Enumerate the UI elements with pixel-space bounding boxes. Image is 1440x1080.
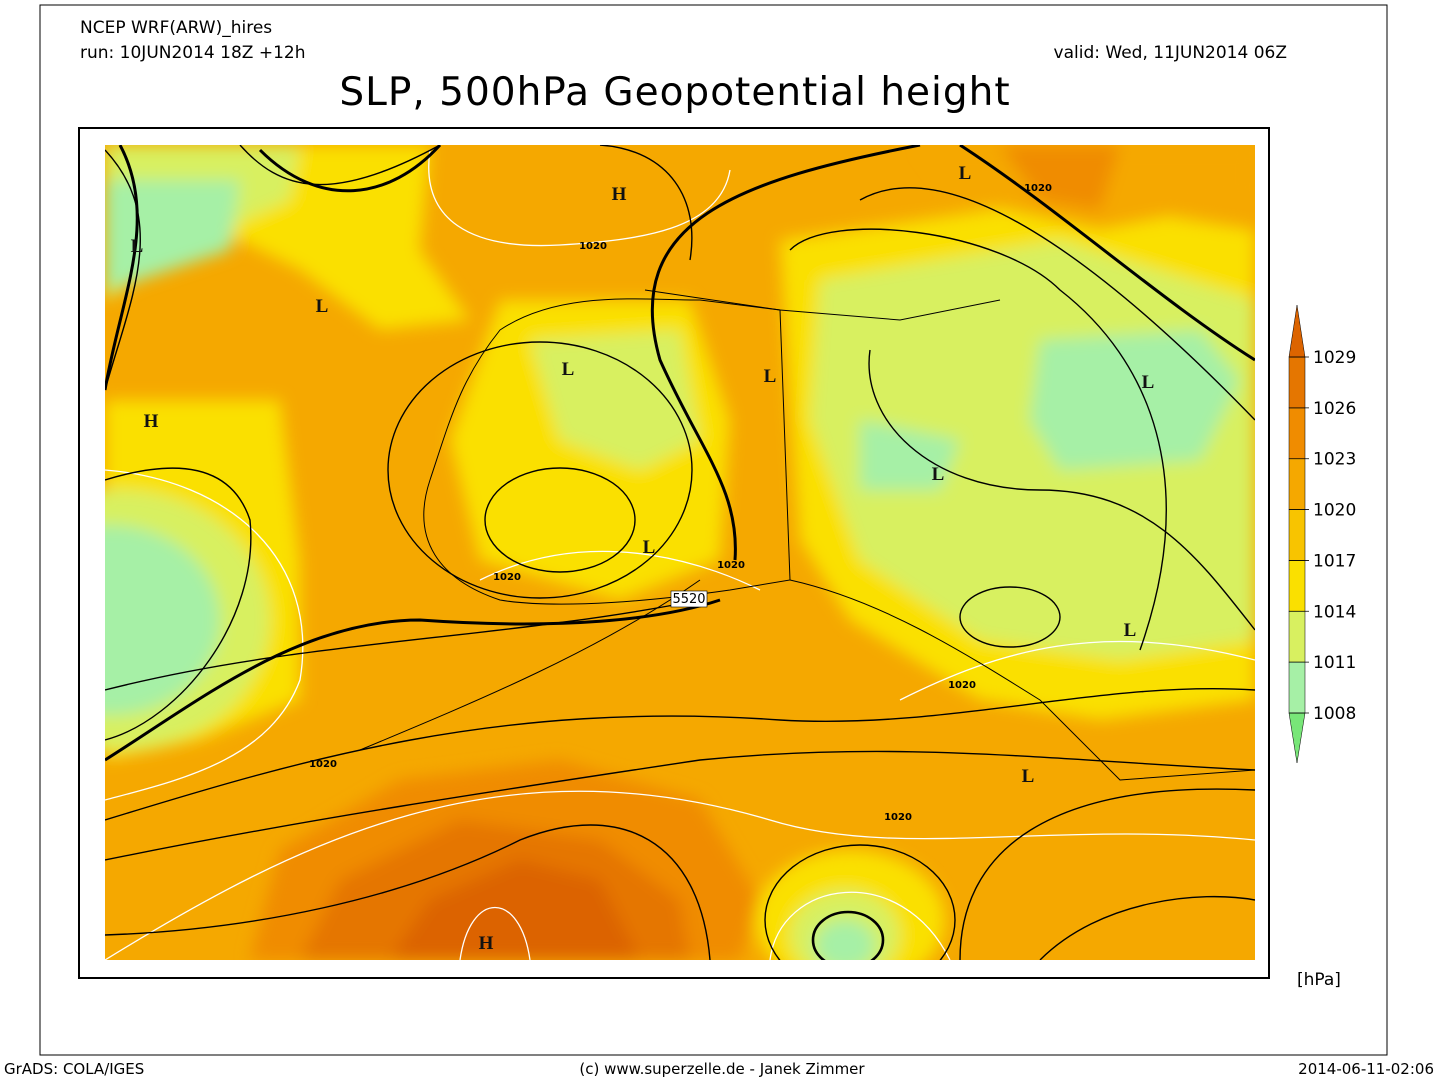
- field-region: [530, 330, 700, 470]
- colorbar-tick-label: 1014: [1313, 602, 1356, 622]
- bold-contours: [105, 145, 1255, 762]
- contour-label: 1020: [884, 812, 912, 823]
- pressure-center: L: [316, 296, 329, 317]
- field-region: [105, 525, 220, 715]
- contour-label: 5520: [672, 592, 705, 607]
- colorbar-segment: [1288, 611, 1306, 663]
- colorbar-segment: [1288, 509, 1306, 561]
- coastlines: [359, 289, 1255, 781]
- colorbar-tick-label: 1026: [1313, 399, 1356, 419]
- colorbar-arrow: [1288, 304, 1306, 358]
- pressure-center: L: [643, 537, 656, 558]
- pressure-center: H: [144, 411, 159, 432]
- contour-label-box: [670, 590, 708, 608]
- contour-label: 1020: [717, 560, 745, 571]
- pressure-center: L: [1022, 766, 1035, 787]
- footer-left: GrADS: COLA/IGES: [4, 1060, 144, 1078]
- outer-frame: [39, 4, 1388, 1056]
- colorbar-tick-label: 1029: [1313, 348, 1356, 368]
- colorbar-segment: [1288, 560, 1306, 612]
- pressure-center: L: [932, 464, 945, 485]
- pressure-center: L: [1142, 372, 1155, 393]
- contour-label: 1020: [309, 759, 337, 770]
- pressure-center: L: [131, 236, 144, 257]
- height-contours: [105, 145, 1255, 960]
- map-field: [105, 145, 1255, 960]
- contour-label: 1020: [948, 680, 976, 691]
- pressure-center: H: [479, 933, 494, 954]
- contour-label: 1020: [1024, 183, 1052, 194]
- footer-right: 2014-06-11-02:06: [1298, 1060, 1434, 1078]
- run-info: run: 10JUN2014 18Z +12h: [80, 43, 305, 63]
- pressure-center: L: [959, 163, 972, 184]
- colorbar-tick-label: 1011: [1313, 653, 1356, 673]
- colorbar-segment: [1288, 407, 1306, 459]
- colorbar-segment: [1288, 458, 1306, 510]
- colorbar-segment: [1288, 356, 1306, 409]
- colorbar-segment: [1288, 661, 1306, 714]
- colorbar-tick-label: 1023: [1313, 450, 1356, 470]
- footer-center: (c) www.superzelle.de - Janek Zimmer: [579, 1060, 865, 1078]
- model-name: NCEP WRF(ARW)_hires: [80, 18, 272, 38]
- colorbar-unit: [hPa]: [1297, 970, 1341, 990]
- colorbar-tick-label: 1017: [1313, 551, 1356, 571]
- colorbar-tick-label: 1008: [1313, 704, 1356, 724]
- contour-label: 1020: [579, 241, 607, 252]
- map-labels: H H H L L L L L L L L L L 1020 1020 1020 1020 1020 1020 102…: [131, 163, 1155, 954]
- colorbar: 1008 1011 1014 1017 1020 1023 1026 1029: [1288, 304, 1356, 764]
- pressure-center: L: [1124, 620, 1137, 641]
- colorbar-tick-label: 1020: [1313, 501, 1356, 521]
- field-region: [1030, 330, 1240, 470]
- field-region: [1000, 145, 1120, 210]
- field-region: [390, 860, 640, 960]
- isobars: [105, 149, 1255, 960]
- map-title: SLP, 500hPa Geopotential height: [339, 70, 1010, 115]
- pressure-center: L: [562, 359, 575, 380]
- valid-info: valid: Wed, 11JUN2014 06Z: [1054, 43, 1287, 63]
- field-region: [860, 420, 960, 490]
- pressure-center: L: [764, 366, 777, 387]
- pressure-center: H: [612, 184, 627, 205]
- field-region: [815, 920, 875, 960]
- colorbar-arrow: [1288, 712, 1306, 764]
- contour-label: 1020: [493, 572, 521, 583]
